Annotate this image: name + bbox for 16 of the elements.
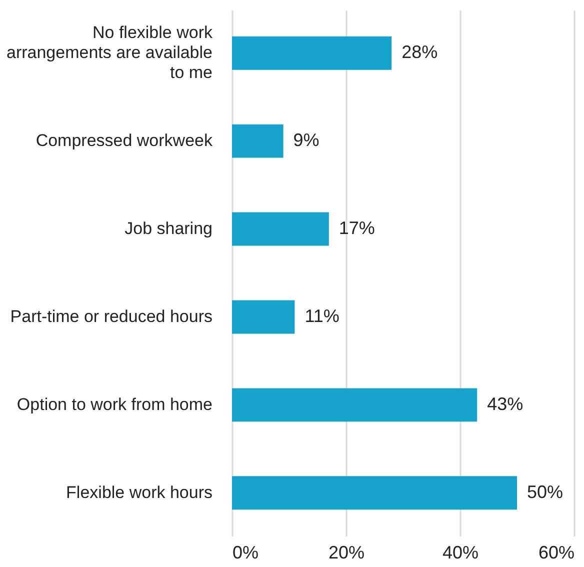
data-label: 17%	[338, 218, 375, 238]
y-tick-label: Compressed workweek	[36, 131, 213, 150]
data-label: 50%	[527, 482, 564, 502]
x-tick-label: 20%	[328, 542, 365, 562]
x-tick-label: 0%	[232, 542, 259, 562]
data-label: 11%	[304, 306, 340, 326]
y-tick-label: Part-time or reduced hours	[10, 306, 212, 326]
y-tick-label: Flexible work hours	[66, 482, 212, 502]
data-label: 9%	[293, 130, 320, 150]
x-tick-label: 40%	[442, 542, 479, 562]
x-tick-label: 60%	[538, 542, 574, 562]
y-tick-label: No flexible work arrangements are available to me	[6, 23, 213, 82]
y-tick-label: Option to work from home	[16, 394, 212, 414]
y-tick-label: Job sharing	[124, 219, 212, 238]
data-label: 28%	[402, 42, 438, 62]
data-label: 43%	[487, 394, 524, 414]
